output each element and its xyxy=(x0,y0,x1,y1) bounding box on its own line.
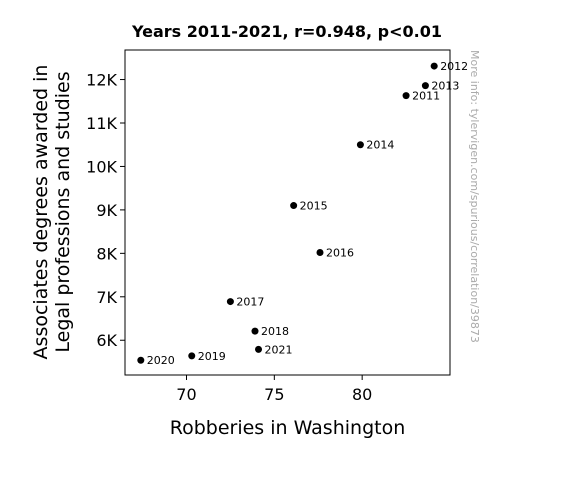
y-axis-label-line-2: Legal professions and studies xyxy=(52,71,74,352)
chart-title: Years 2011-2021, r=0.948, p<0.01 xyxy=(131,22,442,41)
data-point xyxy=(137,356,145,364)
point-label: 2020 xyxy=(147,354,175,367)
y-tick-label: 12K xyxy=(86,71,117,90)
data-point xyxy=(226,298,234,306)
y-tick-label: 7K xyxy=(96,288,117,307)
data-point xyxy=(356,141,364,149)
data-points: 2011 2012 2013 2014 2015 2016 2017 2018 2019 2020… xyxy=(137,60,468,367)
data-point xyxy=(255,345,263,353)
data-point xyxy=(251,327,259,335)
point-label: 2016 xyxy=(326,246,354,259)
data-point xyxy=(188,352,196,360)
x-tick-label: 70 xyxy=(176,385,196,404)
point-label: 2013 xyxy=(431,80,459,93)
data-point xyxy=(290,202,298,210)
y-tick-label: 10K xyxy=(86,157,117,176)
data-point xyxy=(421,82,429,90)
x-axis: 70 75 80 xyxy=(176,375,372,404)
point-label: 2019 xyxy=(198,350,226,363)
y-tick-label: 11K xyxy=(86,114,117,133)
x-tick-label: 80 xyxy=(352,385,372,404)
data-point xyxy=(430,62,438,70)
point-label: 2017 xyxy=(236,296,264,309)
x-axis-label: Robberies in Washington xyxy=(170,417,406,439)
x-tick-label: 75 xyxy=(264,385,284,404)
data-point xyxy=(402,92,410,100)
y-tick-label: 8K xyxy=(96,244,117,263)
point-label: 2014 xyxy=(366,139,394,152)
y-tick-label: 6K xyxy=(96,331,117,350)
point-label: 2015 xyxy=(300,200,328,213)
plot-area-frame xyxy=(124,49,451,376)
point-label: 2011 xyxy=(412,90,440,103)
y-axis: 6K 7K 8K 9K 10K 11K 12K xyxy=(86,71,125,350)
watermark-text: More info: tylervigen.com/spurious/corre… xyxy=(468,50,481,343)
y-axis-label-line-1: Associates degrees awarded in xyxy=(30,65,52,360)
point-label: 2018 xyxy=(261,325,289,338)
point-label: 2012 xyxy=(440,60,468,73)
data-point xyxy=(316,248,324,256)
point-label: 2021 xyxy=(265,343,293,356)
y-tick-label: 9K xyxy=(96,201,117,220)
